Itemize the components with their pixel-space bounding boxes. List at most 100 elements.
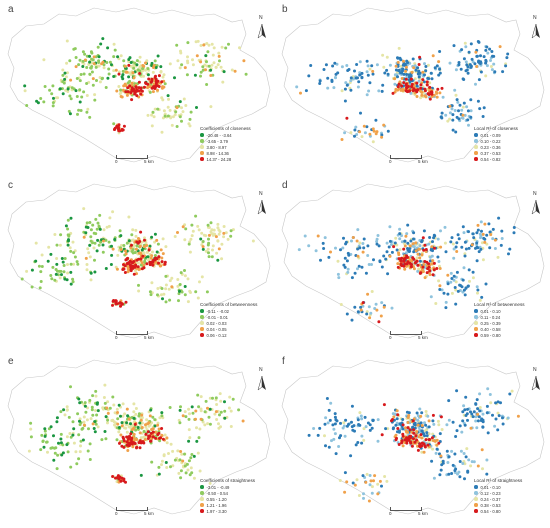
location-point (166, 94, 170, 98)
location-point (365, 93, 369, 97)
location-point (130, 233, 134, 237)
panel-label: c (8, 180, 13, 191)
location-point (406, 223, 410, 227)
location-point (510, 389, 514, 393)
location-point (104, 86, 108, 89)
location-point (207, 64, 211, 68)
location-point (82, 415, 86, 419)
location-point (150, 281, 154, 285)
location-point (91, 394, 95, 398)
location-point (59, 437, 63, 441)
location-point (454, 435, 458, 438)
location-point (178, 115, 182, 119)
location-point (455, 250, 459, 253)
location-point (363, 415, 367, 419)
location-point (452, 278, 456, 282)
location-point (176, 278, 180, 281)
location-point (151, 435, 155, 439)
legend-item: 1.21 - 1.96 (200, 502, 272, 508)
location-point (79, 73, 83, 76)
location-point (68, 112, 72, 116)
location-point (416, 418, 420, 422)
location-point (95, 227, 99, 231)
location-point (399, 423, 403, 426)
location-point (398, 232, 402, 236)
location-point (312, 427, 316, 430)
location-point (420, 436, 424, 440)
location-point (402, 259, 406, 263)
location-point (454, 130, 458, 134)
location-point (187, 459, 191, 463)
location-point (168, 62, 172, 66)
location-point (360, 71, 364, 75)
panel-label: f (282, 356, 285, 367)
location-point (454, 68, 458, 72)
location-point (153, 240, 157, 244)
location-point (78, 79, 82, 83)
location-point (72, 262, 76, 266)
location-point (223, 400, 226, 404)
location-point (120, 476, 124, 480)
location-point (85, 110, 89, 114)
legend-swatch (474, 485, 478, 489)
legend-range: -0.11 - -0.02 (206, 308, 230, 314)
location-point (200, 231, 204, 235)
location-point (463, 113, 467, 117)
location-point (461, 105, 465, 109)
location-point (223, 409, 227, 413)
location-point (343, 471, 347, 475)
location-point (107, 72, 111, 76)
location-point (423, 276, 427, 280)
location-point (71, 240, 75, 244)
location-point (69, 385, 72, 389)
location-point (373, 307, 377, 310)
location-point (194, 417, 197, 421)
location-point (82, 90, 86, 94)
location-point (438, 288, 442, 291)
location-point (118, 441, 121, 445)
location-point (464, 45, 468, 49)
location-point (425, 431, 429, 435)
location-point (38, 286, 42, 290)
location-point (156, 54, 160, 58)
legend-swatch (474, 139, 478, 143)
location-point (29, 435, 33, 439)
location-point (78, 58, 82, 62)
location-point (111, 210, 115, 214)
location-point (318, 79, 322, 83)
location-point (451, 420, 455, 424)
location-point (178, 283, 182, 286)
location-point (408, 89, 412, 93)
location-point (381, 83, 385, 87)
location-point (360, 434, 364, 438)
location-point (209, 68, 213, 72)
location-point (496, 411, 500, 415)
location-point (505, 56, 509, 60)
location-point (75, 260, 79, 264)
location-point (161, 297, 164, 301)
location-point (187, 439, 191, 443)
location-point (410, 70, 414, 74)
location-point (160, 256, 164, 260)
location-point (173, 235, 177, 238)
legend-title: Coefficients of closeness (200, 126, 251, 131)
legend-item: 0.10 - 0.22 (474, 138, 546, 144)
location-point (449, 271, 453, 275)
map-canvas (281, 7, 545, 163)
location-point (490, 50, 494, 53)
location-point (197, 405, 201, 409)
location-point (211, 248, 214, 252)
location-point (154, 436, 158, 440)
location-point (90, 408, 94, 412)
location-point (183, 238, 187, 242)
location-point (43, 429, 47, 433)
location-point (393, 77, 397, 81)
location-point (476, 419, 480, 423)
location-point (451, 118, 455, 122)
location-point (402, 59, 405, 63)
location-point (87, 251, 91, 255)
location-point (422, 229, 426, 233)
location-point (365, 59, 369, 63)
location-point (413, 440, 417, 444)
location-point (469, 410, 472, 414)
